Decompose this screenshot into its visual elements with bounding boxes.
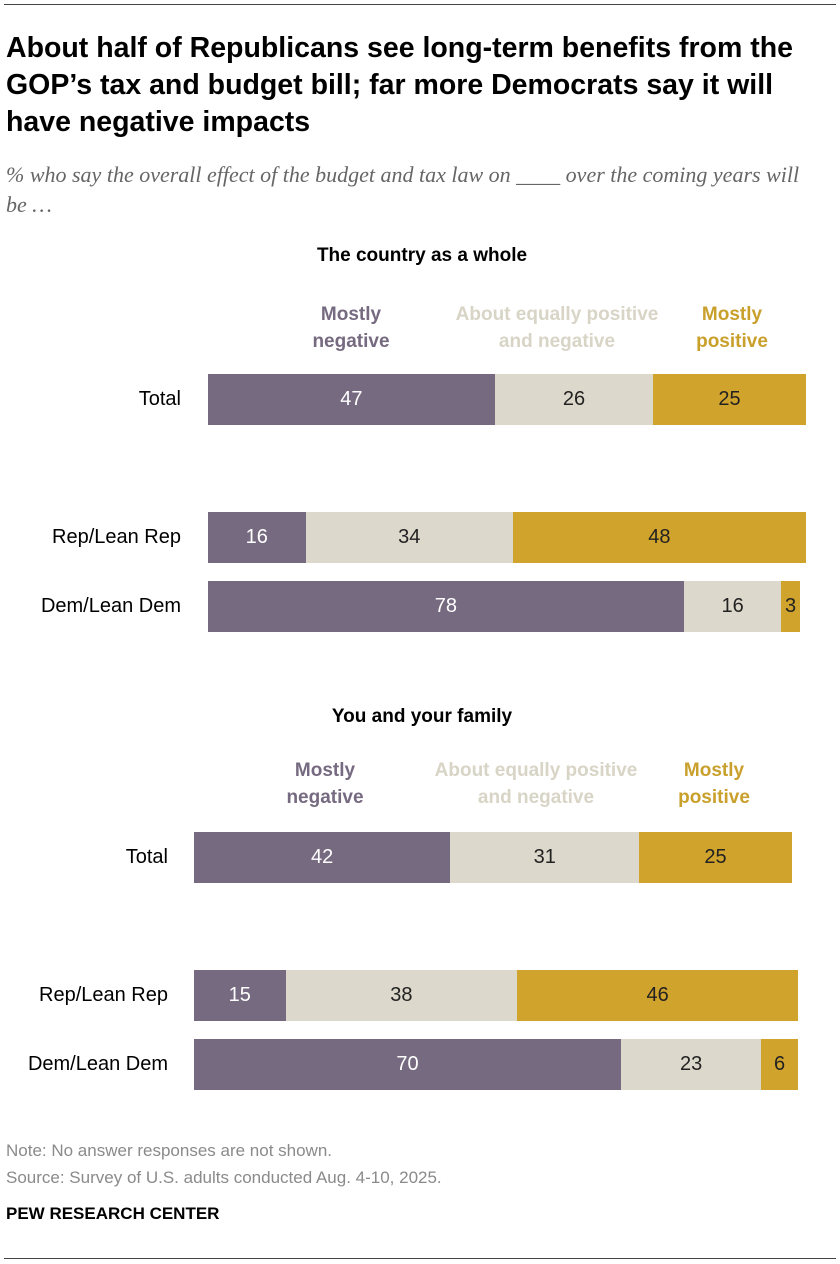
legend-line: negative <box>312 331 390 352</box>
data-label: 23 <box>680 1053 703 1075</box>
data-label: 15 <box>228 984 251 1006</box>
legend-negative: Mostly negative <box>195 757 455 811</box>
legend-equal: About equally positive and negative <box>406 757 666 811</box>
stacked-bar: 15 38 46 <box>194 970 798 1021</box>
legend-equal: About equally positive and negative <box>427 301 687 355</box>
data-label: 34 <box>398 526 421 548</box>
bottom-rule <box>4 1258 836 1259</box>
data-label: 26 <box>562 388 586 410</box>
row-label: Rep/Lean Rep <box>52 526 181 548</box>
bar-segment-negative: 15 <box>194 970 286 1021</box>
legend-line: Mostly <box>701 304 763 325</box>
row-label: Rep/Lean Rep <box>39 984 168 1006</box>
legend-positive: Mostly positive <box>602 301 840 355</box>
bar-segment-equal: 26 <box>494 374 654 425</box>
bar-segment-negative: 42 <box>194 832 451 883</box>
bar-segment-negative: 16 <box>208 512 306 563</box>
data-label: 78 <box>434 595 458 617</box>
data-label: 16 <box>721 595 744 617</box>
source-text: Source: Survey of U.S. adults conducted … <box>6 1168 442 1187</box>
row-label: Dem/Lean Dem <box>27 1053 168 1075</box>
data-label: 25 <box>704 846 727 868</box>
panel-title: You and your family <box>331 706 513 727</box>
data-label: 38 <box>390 984 413 1006</box>
bar-segment-equal: 38 <box>285 970 518 1021</box>
legend-line: positive <box>678 787 750 808</box>
data-label: 47 <box>340 388 363 410</box>
brand-label: PEW RESEARCH CENTER <box>6 1204 220 1223</box>
data-label: 6 <box>774 1053 786 1075</box>
stacked-bar: 42 31 25 <box>194 832 792 883</box>
bar-segment-positive: 3 <box>781 581 800 632</box>
legend-line: Mostly <box>320 304 382 325</box>
data-label: 3 <box>784 595 797 617</box>
data-label: 46 <box>646 984 669 1006</box>
bar-segment-positive: 46 <box>517 970 798 1021</box>
row-label: Total <box>125 846 168 868</box>
bar-segment-equal: 34 <box>305 512 513 563</box>
data-label: 42 <box>310 846 334 868</box>
panel-title: The country as a whole <box>316 245 528 266</box>
stacked-bar: 47 26 25 <box>208 374 806 425</box>
bar-segment-negative: 47 <box>208 374 495 425</box>
bar-segment-equal: 23 <box>621 1039 762 1090</box>
note-text: Note: No answer responses are not shown. <box>6 1141 333 1160</box>
row-label: Total <box>138 388 181 410</box>
bar-segment-positive: 25 <box>639 832 792 883</box>
data-label: 31 <box>533 846 556 868</box>
bar-segment-negative: 70 <box>194 1039 621 1090</box>
bar-segment-equal: 16 <box>683 581 782 632</box>
data-label: 48 <box>648 526 671 548</box>
bar-segment-negative: 78 <box>208 581 684 632</box>
row-label: Dem/Lean Dem <box>40 595 181 617</box>
bar-segment-equal: 31 <box>450 832 640 883</box>
data-label: 25 <box>718 388 741 410</box>
stacked-bar: 16 34 48 <box>208 512 806 563</box>
legend-line: and negative <box>498 331 616 352</box>
bar-segment-positive: 6 <box>761 1039 798 1090</box>
legend-line: positive <box>696 331 768 352</box>
data-label: 16 <box>245 526 268 548</box>
top-rule <box>4 4 836 5</box>
legend-line: Mostly <box>294 760 356 781</box>
legend-negative: Mostly negative <box>221 301 481 355</box>
stacked-bar: 78 16 3 <box>208 581 800 632</box>
legend-line: Mostly <box>683 760 745 781</box>
chart-title: About half of Republicans see long-term … <box>6 32 793 138</box>
bar-segment-positive: 48 <box>513 512 806 563</box>
legend-line: About equally positive <box>455 304 659 325</box>
data-label: 70 <box>396 1053 419 1075</box>
legend-positive: Mostly positive <box>584 757 840 811</box>
legend-line: and negative <box>477 787 595 808</box>
stacked-bar: 70 23 6 <box>194 1039 798 1090</box>
bar-segment-positive: 25 <box>653 374 806 425</box>
chart-subtitle: % who say the overall effect of the budg… <box>6 162 800 217</box>
legend-line: negative <box>286 787 364 808</box>
legend-line: About equally positive <box>434 760 638 781</box>
